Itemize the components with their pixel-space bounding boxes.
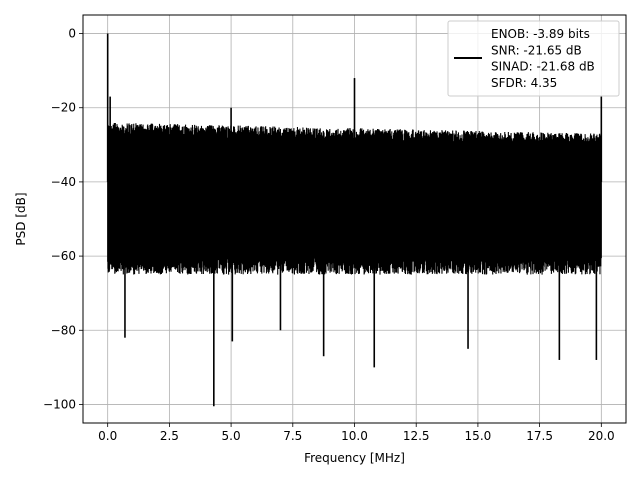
y-axis-label: PSD [dB] xyxy=(14,192,28,245)
x-tick-label: 7.5 xyxy=(283,429,302,443)
legend-entry-enob: ENOB: -3.89 bits xyxy=(491,27,590,41)
x-tick-label: 10.0 xyxy=(341,429,368,443)
y-tick-label: −40 xyxy=(51,175,76,189)
x-tick-label: 15.0 xyxy=(465,429,492,443)
plot-area xyxy=(106,33,603,407)
y-tick-label: −60 xyxy=(51,249,76,263)
x-tick-label: 5.0 xyxy=(222,429,241,443)
x-axis-label: Frequency [MHz] xyxy=(304,451,405,465)
x-tick-label: 17.5 xyxy=(526,429,553,443)
legend-box xyxy=(447,20,620,97)
y-tick-label: −100 xyxy=(43,397,76,411)
x-tick-label: 0.0 xyxy=(98,429,117,443)
y-tick-label: 0 xyxy=(68,27,76,41)
x-axis-ticks: 0.0 2.5 5.0 7.5 10.0 12.5 15.0 17.5 20.0 xyxy=(98,423,615,443)
x-tick-label: 12.5 xyxy=(403,429,430,443)
y-tick-label: −20 xyxy=(51,101,76,115)
x-tick-label: 2.5 xyxy=(160,429,179,443)
legend-entry-sinad: SINAD: -21.68 dB xyxy=(491,60,595,74)
legend-entry-snr: SNR: -21.65 dB xyxy=(491,43,582,57)
y-tick-label: −80 xyxy=(51,323,76,337)
legend-entry-sfdr: SFDR: 4.35 xyxy=(491,76,557,90)
y-axis-ticks: 0 −20 −40 −60 −80 −100 xyxy=(43,27,83,411)
legend: ENOB: -3.89 bits SNR: -21.65 dB SINAD: -… xyxy=(447,20,620,97)
axes-frame xyxy=(82,14,627,424)
x-tick-label: 20.0 xyxy=(588,429,615,443)
